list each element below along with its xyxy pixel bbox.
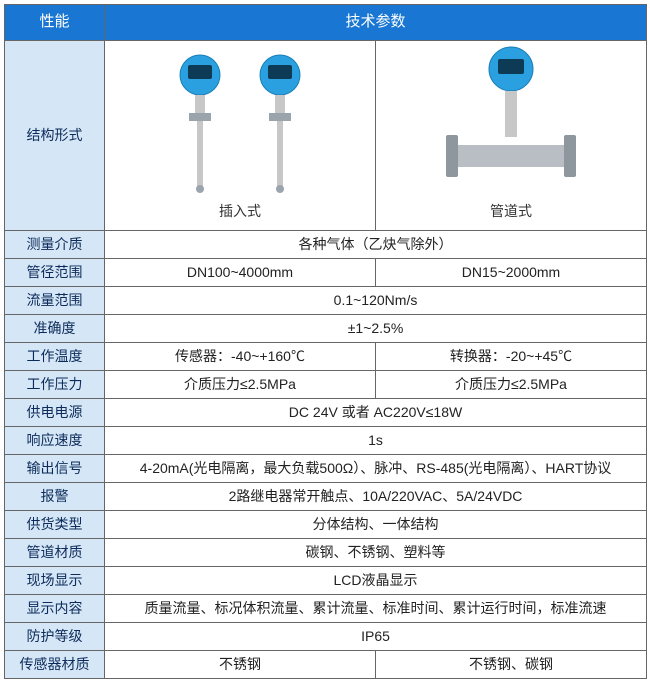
row-label: 显示内容 bbox=[5, 594, 105, 622]
row-value: LCD液晶显示 bbox=[105, 566, 647, 594]
row-left: 不锈钢 bbox=[105, 650, 376, 678]
table-row: 供电电源DC 24V 或者 AC220V≤18W bbox=[5, 398, 647, 426]
row-label: 准确度 bbox=[5, 314, 105, 342]
row-label: 防护等级 bbox=[5, 622, 105, 650]
table-row: 显示内容质量流量、标况体积流量、累计流量、标准时间、累计运行时间，标准流速 bbox=[5, 594, 647, 622]
row-value: 1s bbox=[105, 426, 647, 454]
table-row: 报警2路继电器常开触点、10A/220VAC、5A/24VDC bbox=[5, 482, 647, 510]
row-label: 供货类型 bbox=[5, 510, 105, 538]
table-row: 输出信号4-20mA(光电隔离，最大负载500Ω）、脉冲、RS-485(光电隔离… bbox=[5, 454, 647, 482]
row-label: 管径范围 bbox=[5, 258, 105, 286]
row-label: 现场显示 bbox=[5, 566, 105, 594]
header-left: 性能 bbox=[5, 5, 105, 41]
row-right: DN15~2000mm bbox=[376, 258, 647, 286]
structure-row: 结构形式 bbox=[5, 40, 647, 230]
table-row: 传感器材质不锈钢不锈钢、碳钢 bbox=[5, 650, 647, 678]
row-label: 测量介质 bbox=[5, 230, 105, 258]
structure-left-cell: 插入式 bbox=[105, 40, 376, 230]
header-right: 技术参数 bbox=[105, 5, 647, 41]
row-value: ±1~2.5% bbox=[105, 314, 647, 342]
table-row: 管径范围DN100~4000mmDN15~2000mm bbox=[5, 258, 647, 286]
row-value: 分体结构、一体结构 bbox=[105, 510, 647, 538]
spec-table: 性能 技术参数 结构形式 bbox=[4, 4, 647, 679]
structure-left-caption: 插入式 bbox=[219, 201, 261, 222]
structure-label: 结构形式 bbox=[5, 40, 105, 230]
row-label: 管道材质 bbox=[5, 538, 105, 566]
header-row: 性能 技术参数 bbox=[5, 5, 647, 41]
row-right: 转换器：-20~+45℃ bbox=[376, 342, 647, 370]
row-value: 质量流量、标况体积流量、累计流量、标准时间、累计运行时间，标准流速 bbox=[105, 594, 647, 622]
row-label: 工作温度 bbox=[5, 342, 105, 370]
row-label: 传感器材质 bbox=[5, 650, 105, 678]
row-value: 各种气体（乙炔气除外） bbox=[105, 230, 647, 258]
row-right: 介质压力≤2.5MPa bbox=[376, 370, 647, 398]
table-row: 现场显示LCD液晶显示 bbox=[5, 566, 647, 594]
row-left: 传感器：-40~+160℃ bbox=[105, 342, 376, 370]
row-label: 供电电源 bbox=[5, 398, 105, 426]
table-row: 工作温度传感器：-40~+160℃转换器：-20~+45℃ bbox=[5, 342, 647, 370]
row-value: 碳钢、不锈钢、塑料等 bbox=[105, 538, 647, 566]
table-row: 准确度±1~2.5% bbox=[5, 314, 647, 342]
table-row: 流量范围0.1~120Nm/s bbox=[5, 286, 647, 314]
row-value: DC 24V 或者 AC220V≤18W bbox=[105, 398, 647, 426]
row-left: DN100~4000mm bbox=[105, 258, 376, 286]
table-row: 管道材质碳钢、不锈钢、塑料等 bbox=[5, 538, 647, 566]
table-row: 工作压力介质压力≤2.5MPa介质压力≤2.5MPa bbox=[5, 370, 647, 398]
row-value: 0.1~120Nm/s bbox=[105, 286, 647, 314]
structure-right-cell: 管道式 bbox=[376, 40, 647, 230]
table-row: 测量介质各种气体（乙炔气除外） bbox=[5, 230, 647, 258]
row-label: 输出信号 bbox=[5, 454, 105, 482]
structure-right-caption: 管道式 bbox=[490, 201, 532, 222]
table-row: 供货类型分体结构、一体结构 bbox=[5, 510, 647, 538]
row-label: 工作压力 bbox=[5, 370, 105, 398]
row-right: 不锈钢、碳钢 bbox=[376, 650, 647, 678]
row-value: 2路继电器常开触点、10A/220VAC、5A/24VDC bbox=[105, 482, 647, 510]
insertion-meter-icon bbox=[253, 53, 307, 193]
row-label: 流量范围 bbox=[5, 286, 105, 314]
row-value: IP65 bbox=[105, 622, 647, 650]
table-row: 响应速度1s bbox=[5, 426, 647, 454]
row-left: 介质压力≤2.5MPa bbox=[105, 370, 376, 398]
pipeline-meter-icon bbox=[426, 45, 596, 195]
row-label: 响应速度 bbox=[5, 426, 105, 454]
insertion-meter-icon bbox=[173, 53, 227, 193]
table-row: 防护等级IP65 bbox=[5, 622, 647, 650]
row-value: 4-20mA(光电隔离，最大负载500Ω）、脉冲、RS-485(光电隔离）、HA… bbox=[105, 454, 647, 482]
row-label: 报警 bbox=[5, 482, 105, 510]
